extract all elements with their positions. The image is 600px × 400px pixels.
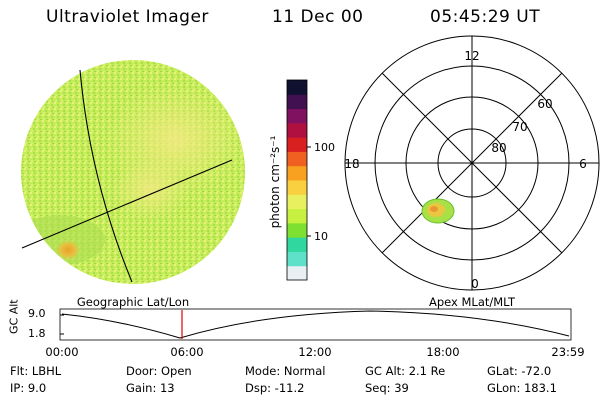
colorbar-tick-100: 100 bbox=[314, 141, 335, 154]
altplot-xtick-3: 18:00 bbox=[426, 345, 460, 359]
colorbar-band bbox=[287, 180, 307, 195]
colorbar-band bbox=[287, 122, 307, 138]
altitude-curve bbox=[61, 310, 570, 339]
lat-label-80: 80 bbox=[491, 141, 506, 155]
altplot-xtick-1: 06:00 bbox=[170, 345, 204, 359]
longitude-line bbox=[79, 69, 133, 283]
info-gain: Gain: 13 bbox=[126, 381, 175, 395]
colorbar-band bbox=[287, 94, 307, 110]
altplot-ylabel: GC Alt bbox=[7, 299, 21, 334]
mlt-label-0: 0 bbox=[471, 277, 479, 291]
colorbar-band bbox=[287, 237, 307, 252]
colorbar-band bbox=[287, 165, 307, 181]
altplot-xtick-0: 00:00 bbox=[45, 345, 79, 359]
info-mode: Mode: Normal bbox=[245, 364, 326, 378]
altplot-xtick-4: 23:59 bbox=[551, 345, 585, 359]
info-gc-alt: GC Alt: 2.1 Re bbox=[365, 364, 446, 378]
polar-caption: Apex MLat/MLT bbox=[428, 295, 516, 309]
info-ip: IP: 9.0 bbox=[10, 381, 47, 395]
colorbar-band bbox=[287, 137, 307, 152]
mlt-label-12: 12 bbox=[464, 49, 479, 63]
altplot-ytick-high: 9.0 bbox=[28, 307, 46, 320]
colorbar-band bbox=[287, 80, 307, 95]
info-dsp: Dsp: -11.2 bbox=[245, 381, 305, 395]
info-filter: Flt: LBHL bbox=[10, 364, 62, 378]
info-seq: Seq: 39 bbox=[365, 381, 409, 395]
colorbar-band bbox=[287, 251, 307, 267]
altplot-xtick-2: 12:00 bbox=[298, 345, 332, 359]
colorbar-band bbox=[287, 108, 307, 124]
geographic-caption: Geographic Lat/Lon bbox=[76, 295, 190, 309]
lat-label-60: 60 bbox=[537, 97, 552, 111]
latitude-line bbox=[21, 159, 233, 249]
mlt-label-18: 18 bbox=[344, 157, 359, 171]
mlt-label-6: 6 bbox=[579, 157, 587, 171]
date-label: 11 Dec 00 bbox=[272, 7, 364, 27]
colorbar-band bbox=[287, 194, 307, 210]
info-glon: GLon: 183.1 bbox=[487, 381, 557, 395]
info-door: Door: Open bbox=[126, 364, 192, 378]
colorbar-tick-10: 10 bbox=[314, 230, 328, 243]
info-glat: GLat: -72.0 bbox=[487, 364, 552, 378]
colorbar-band bbox=[287, 222, 307, 238]
altplot-ytick-low: 1.8 bbox=[28, 327, 46, 340]
colorbar-band bbox=[287, 151, 307, 167]
time-label: 05:45:29 UT bbox=[430, 7, 541, 27]
lat-label-70: 70 bbox=[512, 120, 527, 134]
instrument-title: Ultraviolet Imager bbox=[46, 7, 209, 27]
colorbar-band bbox=[287, 265, 307, 281]
colorbar-band bbox=[287, 208, 307, 224]
